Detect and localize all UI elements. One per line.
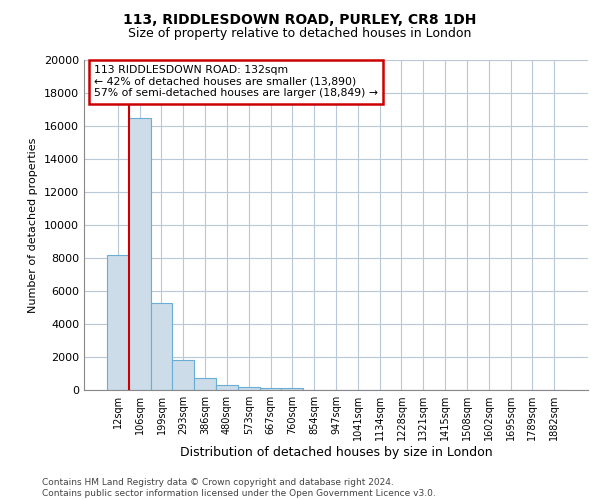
Bar bbox=[216, 385, 238, 390]
Bar bbox=[194, 378, 216, 390]
Text: Contains HM Land Registry data © Crown copyright and database right 2024.
Contai: Contains HM Land Registry data © Crown c… bbox=[42, 478, 436, 498]
Text: 113, RIDDLESDOWN ROAD, PURLEY, CR8 1DH: 113, RIDDLESDOWN ROAD, PURLEY, CR8 1DH bbox=[124, 12, 476, 26]
Bar bbox=[260, 388, 281, 390]
Bar bbox=[129, 118, 151, 390]
Y-axis label: Number of detached properties: Number of detached properties bbox=[28, 138, 38, 312]
Bar bbox=[151, 302, 172, 390]
Bar bbox=[281, 388, 303, 390]
Bar bbox=[172, 360, 194, 390]
Bar bbox=[107, 254, 129, 390]
Text: Size of property relative to detached houses in London: Size of property relative to detached ho… bbox=[128, 28, 472, 40]
Bar bbox=[238, 386, 260, 390]
X-axis label: Distribution of detached houses by size in London: Distribution of detached houses by size … bbox=[179, 446, 493, 459]
Text: 113 RIDDLESDOWN ROAD: 132sqm
← 42% of detached houses are smaller (13,890)
57% o: 113 RIDDLESDOWN ROAD: 132sqm ← 42% of de… bbox=[94, 65, 378, 98]
